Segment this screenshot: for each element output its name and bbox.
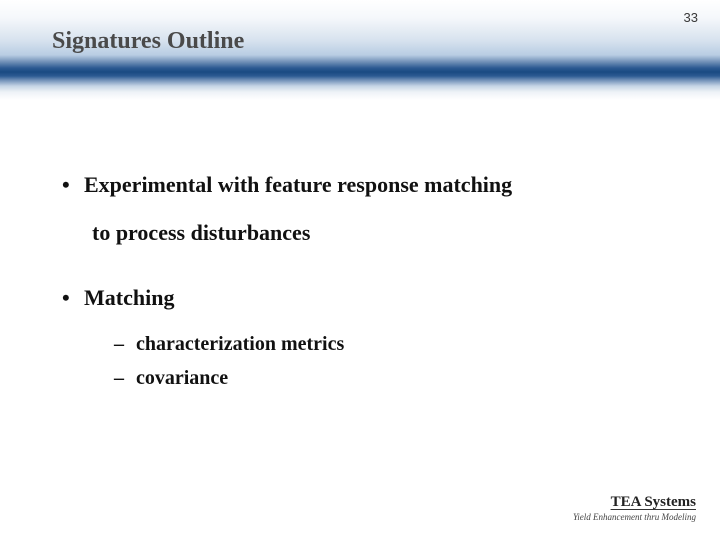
bullet-text: Experimental with feature response match… (84, 172, 512, 197)
bullet-text: Matching (84, 285, 174, 310)
header-band: 33 Signatures Outline (0, 0, 720, 100)
page-number: 33 (684, 10, 698, 25)
bullet-text-cont: to process disturbances (84, 218, 680, 248)
bullet-level1: Matching characterization metrics covari… (62, 283, 680, 395)
footer: TEA Systems Yield Enhancement thru Model… (573, 494, 696, 522)
bullet-sublist: characterization metrics covariance (84, 327, 680, 395)
bullet-text: covariance (136, 367, 228, 389)
footer-brand: TEA Systems (573, 494, 696, 511)
bullet-level2: characterization metrics (114, 327, 680, 361)
slide-content: Experimental with feature response match… (62, 170, 680, 431)
bullet-level2: covariance (114, 361, 680, 395)
bullet-text: characterization metrics (136, 333, 344, 355)
bullet-level1: Experimental with feature response match… (62, 170, 680, 247)
footer-tagline: Yield Enhancement thru Modeling (573, 512, 696, 522)
slide-title: Signatures Outline (52, 28, 244, 55)
